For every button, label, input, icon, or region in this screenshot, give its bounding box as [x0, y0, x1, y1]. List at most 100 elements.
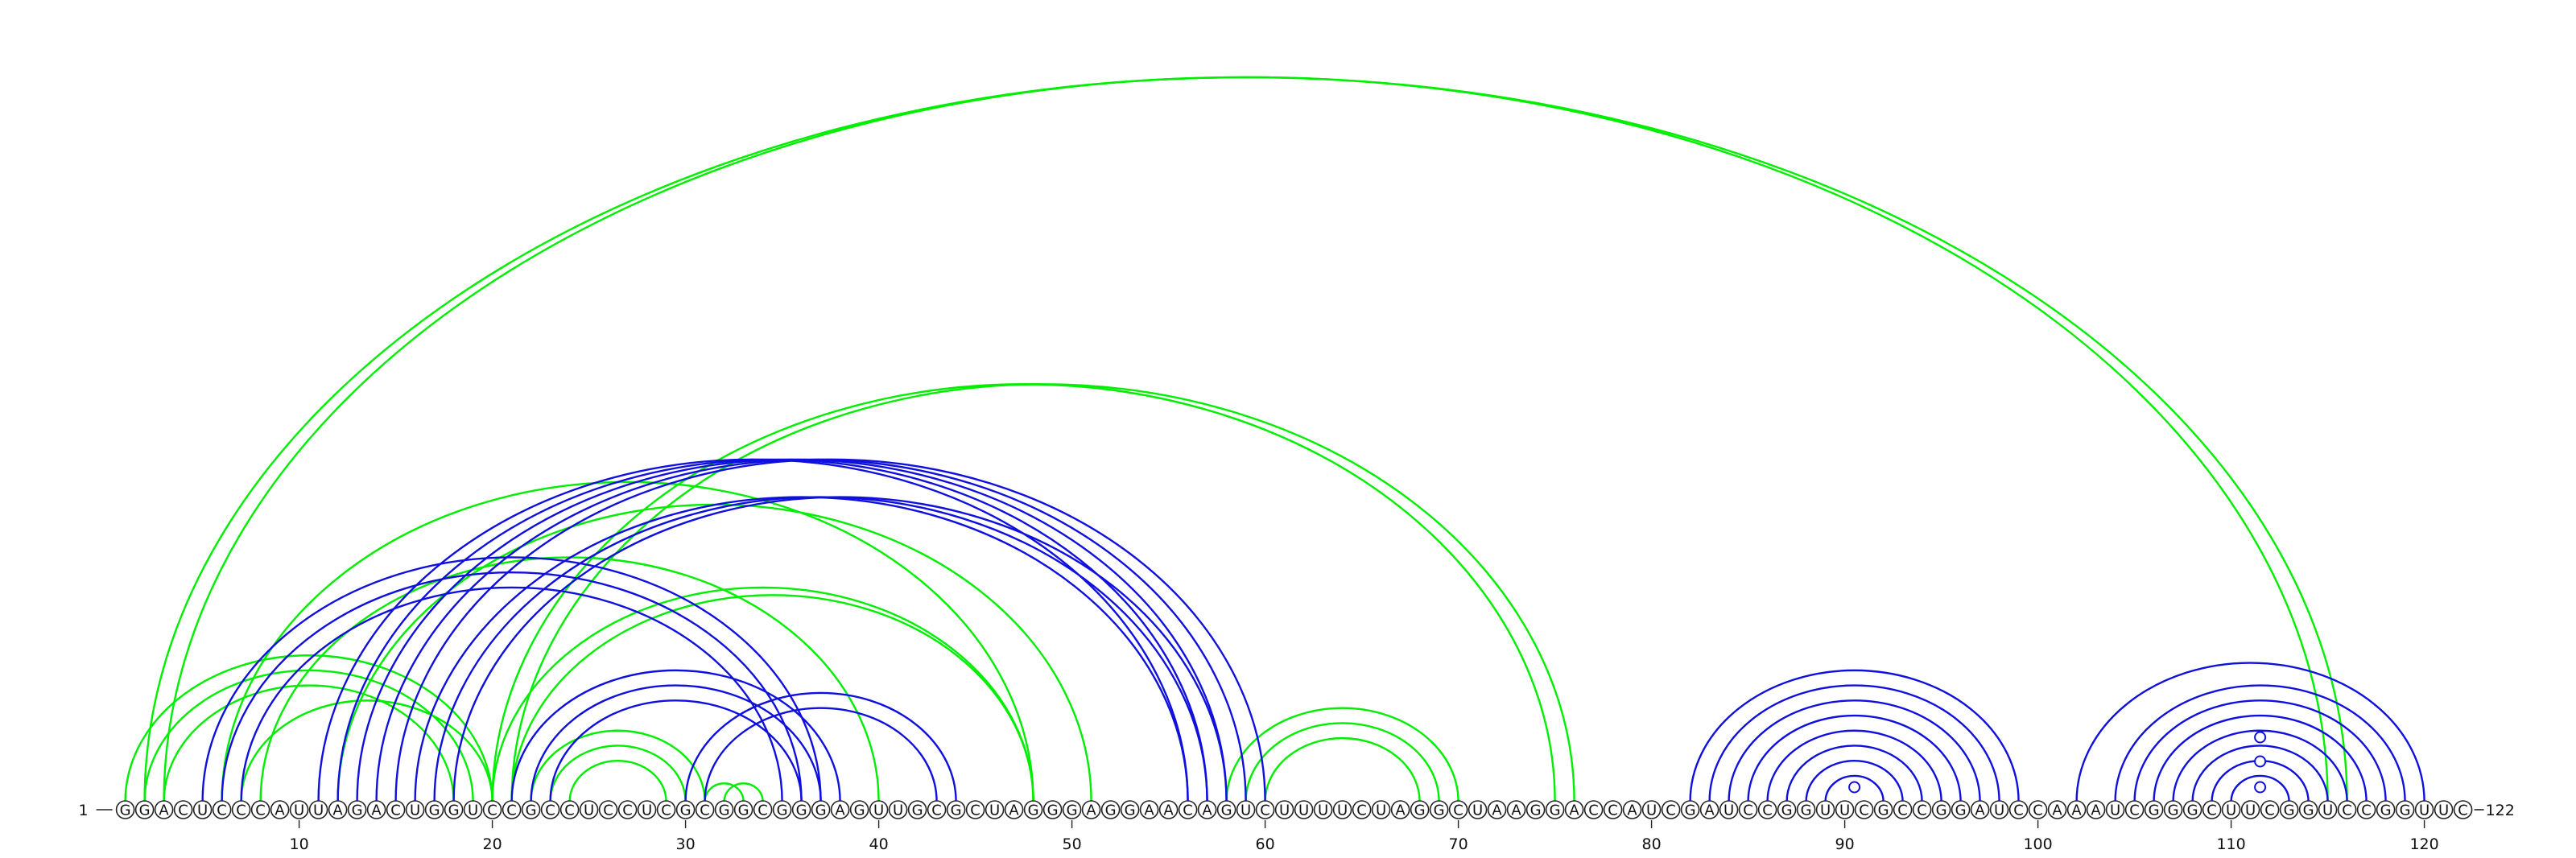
- base-35-circle: [772, 800, 792, 819]
- base-120-circle: [2414, 800, 2434, 819]
- base-41-letter: U: [893, 802, 903, 819]
- tick-label-50: 50: [1063, 835, 1082, 853]
- base-8-circle: [250, 800, 270, 819]
- base-85-circle: [1738, 800, 1758, 819]
- base-88-letter: G: [1801, 802, 1812, 819]
- arc-blue-82-99: [1689, 669, 2020, 802]
- base-59-circle: [1236, 800, 1256, 819]
- base-99-circle: [2008, 800, 2029, 819]
- arc-green-3-115: [163, 76, 2329, 802]
- base-69-circle: [1429, 800, 1449, 819]
- base-76-letter: A: [1569, 802, 1579, 819]
- base-56-circle: [1178, 800, 1198, 819]
- base-70-circle: [1448, 800, 1468, 819]
- base-15-letter: C: [390, 802, 401, 819]
- base-70-letter: C: [1453, 802, 1463, 819]
- base-2-circle: [134, 800, 155, 819]
- base-119-circle: [2395, 800, 2415, 819]
- base-79-letter: A: [1627, 802, 1637, 819]
- base-21-letter: C: [506, 802, 517, 819]
- base-63-circle: [1313, 800, 1333, 819]
- base-33-circle: [733, 800, 753, 819]
- arc-green-2-116: [143, 76, 2348, 802]
- tick-label-20: 20: [483, 835, 502, 853]
- base-51-circle: [1081, 800, 1101, 819]
- base-118-circle: [2376, 800, 2396, 819]
- base-68-circle: [1410, 800, 1430, 819]
- loop-marker-1-0: [2254, 781, 2267, 794]
- base-101-circle: [2047, 800, 2067, 819]
- arc-blue-14-59: [375, 458, 1247, 802]
- arc-green-58-70: [1225, 707, 1459, 802]
- base-84-letter: U: [1724, 802, 1734, 819]
- base-22-circle: [521, 800, 541, 819]
- tick-label-80: 80: [1642, 835, 1662, 853]
- base-91-letter: C: [1859, 802, 1869, 819]
- base-111-circle: [2240, 800, 2260, 819]
- loop-marker-0-0: [1848, 781, 1861, 794]
- base-100-letter: C: [2033, 802, 2043, 819]
- arc-green-23-30: [549, 745, 687, 802]
- base-24-circle: [559, 800, 580, 819]
- arc-blue-23-36: [549, 699, 803, 802]
- base-105-circle: [2124, 800, 2145, 819]
- base-103-letter: A: [2091, 802, 2101, 819]
- base-40-circle: [869, 800, 889, 819]
- base-110-circle: [2221, 800, 2241, 819]
- base-19-letter: U: [468, 802, 478, 819]
- arc-blue-87-94: [1785, 745, 1923, 802]
- base-77-circle: [1583, 800, 1604, 819]
- base-97-letter: A: [1975, 802, 1985, 819]
- arc-green-21-48: [510, 594, 1034, 802]
- base-113-letter: G: [2284, 802, 2295, 819]
- base-76-circle: [1564, 800, 1584, 819]
- base-46-circle: [985, 800, 1005, 819]
- base-12-circle: [328, 800, 348, 819]
- base-6-circle: [212, 800, 232, 819]
- base-44-letter: G: [951, 802, 962, 819]
- base-33-letter: G: [738, 802, 749, 819]
- base-102-letter: A: [2071, 802, 2082, 819]
- arc-green-31-33: [704, 782, 745, 802]
- arc-blue-102-120: [2075, 662, 2425, 802]
- base-16-letter: U: [410, 802, 420, 819]
- base-28-letter: U: [642, 802, 652, 819]
- base-112-circle: [2260, 800, 2280, 819]
- base-66-circle: [1371, 800, 1391, 819]
- base-71-letter: U: [1472, 802, 1483, 819]
- base-69-letter: G: [1434, 802, 1445, 819]
- base-42-letter: G: [912, 802, 923, 819]
- base-85-letter: C: [1743, 802, 1753, 819]
- base-90-circle: [1835, 800, 1855, 819]
- arc-green-59-69: [1245, 722, 1440, 802]
- base-86-letter: C: [1762, 802, 1773, 819]
- arc-green-22-31: [530, 729, 706, 802]
- tick-label-30: 30: [676, 835, 696, 853]
- arc-blue-6-36: [221, 571, 803, 802]
- base-108-letter: G: [2187, 802, 2198, 819]
- arcs-layer: [124, 76, 2425, 802]
- base-9-letter: A: [275, 802, 285, 819]
- base-90-letter: U: [1839, 802, 1850, 819]
- arc-blue-5-37: [201, 556, 822, 802]
- base-1-letter: G: [120, 802, 131, 819]
- arc-blue-7-35: [240, 586, 783, 802]
- arc-blue-30-44: [684, 691, 957, 802]
- tick-label-100: 100: [2023, 835, 2052, 853]
- base-13-letter: G: [352, 802, 363, 819]
- base-25-circle: [579, 800, 599, 819]
- base-65-circle: [1352, 800, 1372, 819]
- base-60-letter: C: [1260, 802, 1270, 819]
- base-93-letter: C: [1897, 802, 1908, 819]
- base-23-circle: [540, 800, 560, 819]
- base-83-letter: A: [1704, 802, 1715, 819]
- base-75-circle: [1545, 800, 1565, 819]
- base-14-circle: [366, 800, 386, 819]
- loop-marker-1-2: [2254, 731, 2267, 744]
- base-25-letter: U: [584, 802, 594, 819]
- base-10-circle: [289, 800, 309, 819]
- base-45-letter: C: [970, 802, 980, 819]
- base-18-letter: G: [448, 802, 460, 819]
- tick-label-110: 110: [2216, 835, 2245, 853]
